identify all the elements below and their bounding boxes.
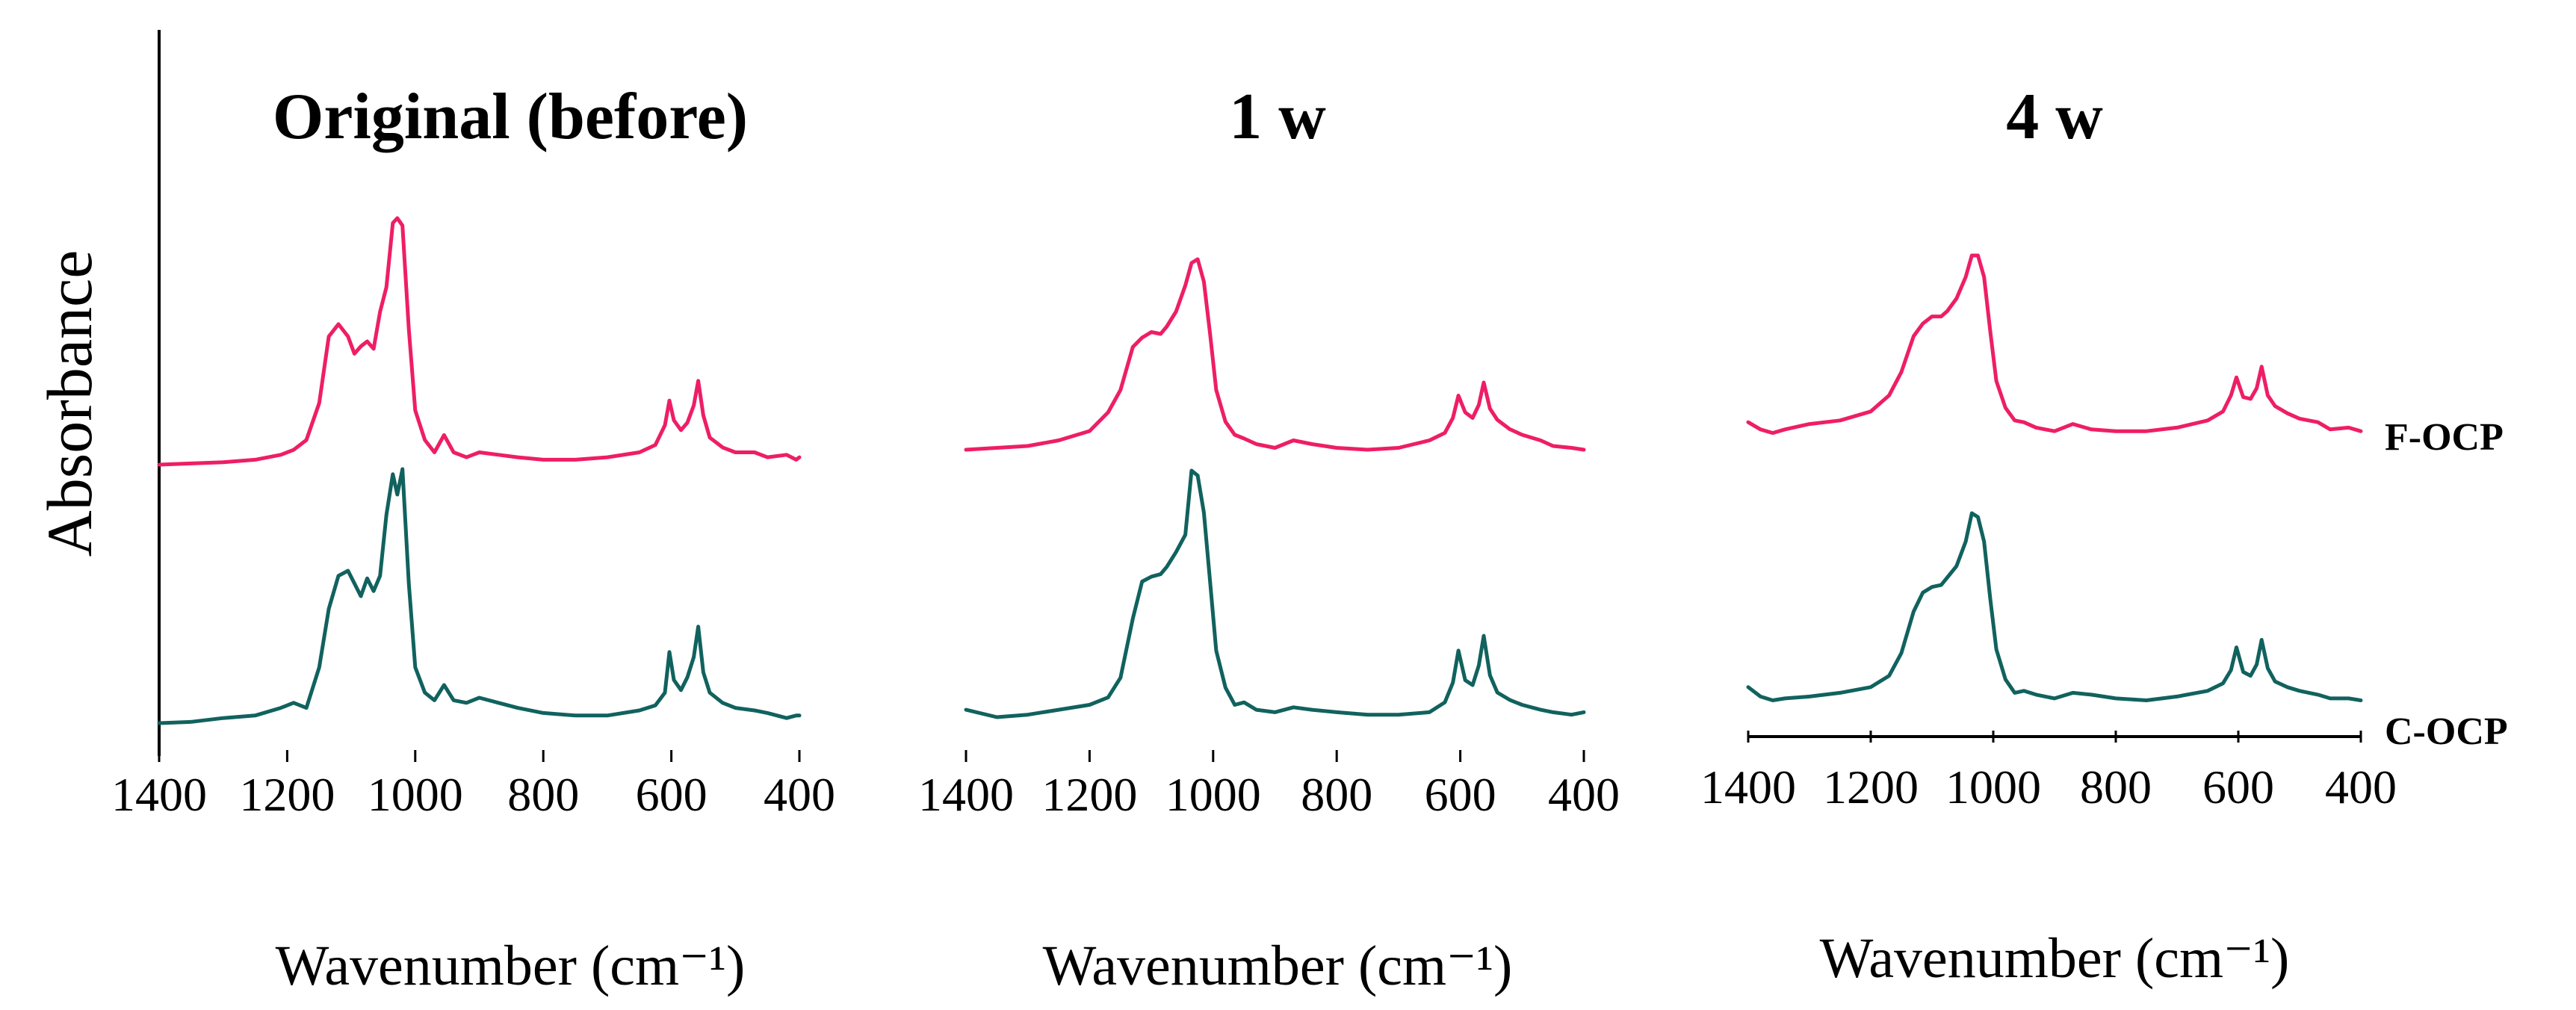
panel-1: Original (before) 1400 1200 1000 800 600 400 Wa… (111, 81, 835, 997)
legend-label-f-ocp: F-OCP (2385, 416, 2504, 459)
panels-group: Original (before) 1400 1200 1000 800 600 400 Wa… (111, 81, 2397, 997)
series-line-c-ocp (157, 467, 802, 725)
x-tick-label: 600 (636, 768, 708, 821)
x-tick-label: 400 (764, 768, 835, 821)
legend-label-c-ocp: C-OCP (2385, 710, 2508, 753)
x-axis-label: Wavenumber (cm⁻¹) (276, 935, 746, 997)
panel-3: 4 w 1400 1200 1000 800 600 400 Wavenumber (cm⁻¹… (1700, 81, 2397, 990)
x-tick-label: 600 (1425, 768, 1496, 821)
series-line-c-ocp (1746, 511, 2363, 702)
series-line-f-ocp (157, 216, 802, 467)
panel-title: 4 w (2006, 81, 2103, 153)
x-tick-label: 600 (2202, 760, 2274, 814)
series-line-f-ocp (964, 257, 1586, 452)
x-tick-label: 1200 (1823, 760, 1919, 814)
x-tick-label: 1400 (918, 768, 1014, 821)
x-tick-label: 400 (1548, 768, 1620, 821)
x-tick-label: 1400 (111, 768, 207, 821)
x-tick-label: 1000 (1165, 768, 1261, 821)
x-tick-label: 800 (507, 768, 579, 821)
series-line-c-ocp (964, 468, 1586, 719)
x-tick-label: 1000 (1945, 760, 2041, 814)
x-axis-label: Wavenumber (cm⁻¹) (1043, 935, 1513, 997)
series-line-f-ocp (1746, 253, 2363, 436)
panel-2: 1 w 1400 1200 1000 800 600 400 Wavenumber (cm⁻¹… (918, 81, 1620, 997)
x-tick-label: 1200 (239, 768, 335, 821)
x-tick-label: 400 (2325, 760, 2397, 814)
y-axis-label: Absorbance (34, 250, 105, 557)
x-tick-label: 800 (2080, 760, 2152, 814)
x-tick-label: 1400 (1700, 760, 1796, 814)
x-tick-label: 1200 (1041, 768, 1137, 821)
panel-title: Original (before) (273, 81, 748, 153)
x-tick-label: 1000 (368, 768, 463, 821)
x-tick-label: 800 (1301, 768, 1372, 821)
x-axis-label: Wavenumber (cm⁻¹) (1820, 927, 2290, 990)
panel-title: 1 w (1229, 81, 1326, 153)
